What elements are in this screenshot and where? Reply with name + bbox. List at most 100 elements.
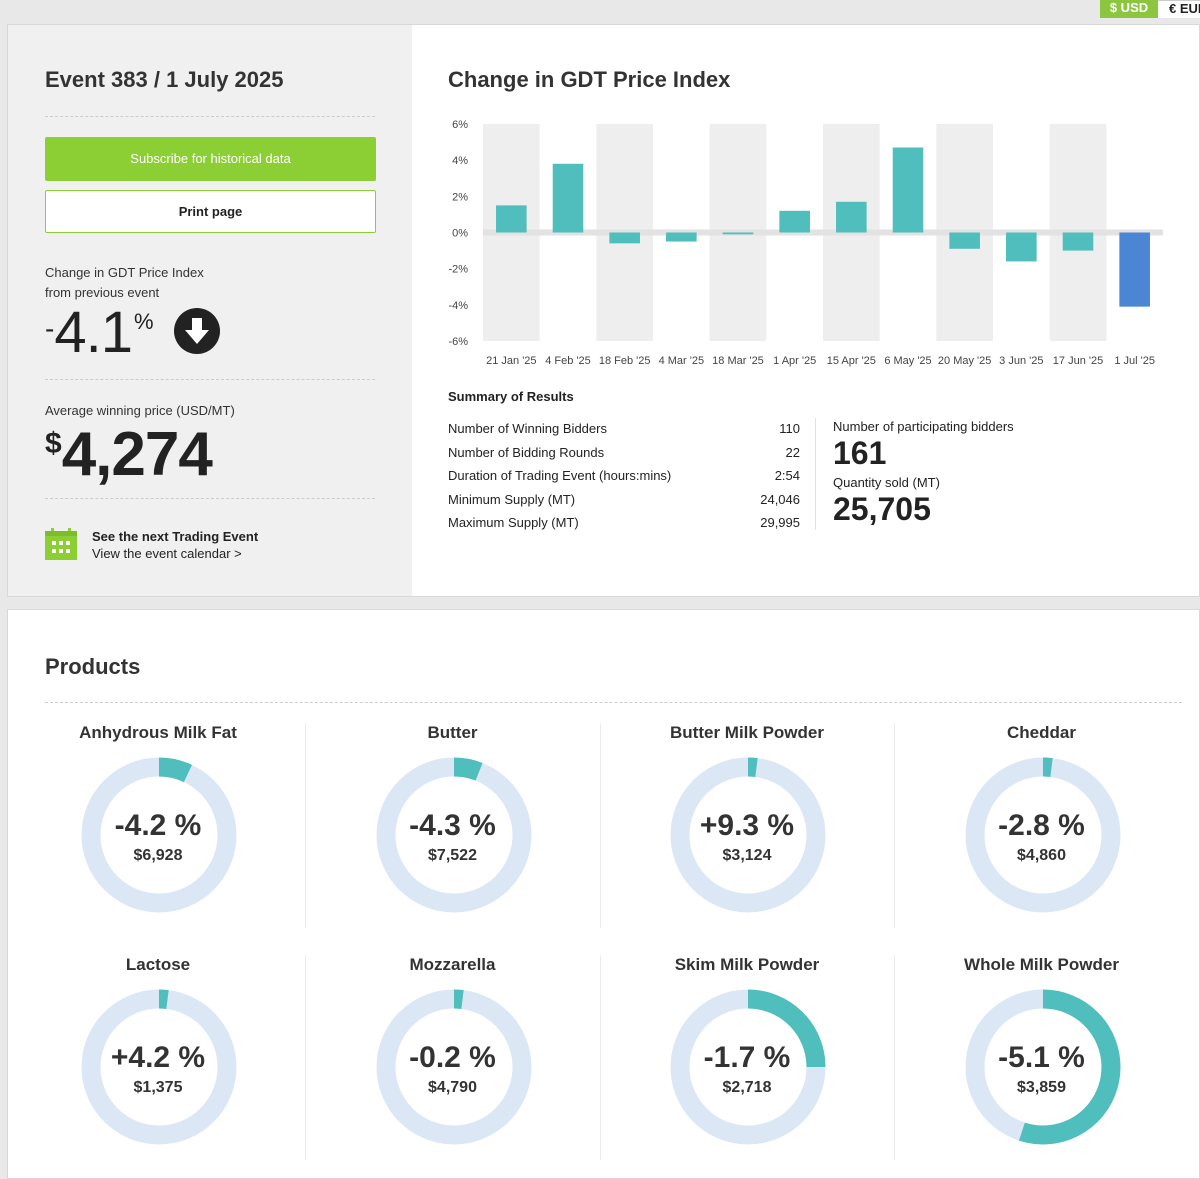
summary-row-value: 24,046 bbox=[760, 491, 800, 507]
currency-eur-button[interactable]: € EUR bbox=[1158, 0, 1200, 18]
index-change-label-line1: Change in GDT Price Index bbox=[45, 265, 204, 280]
product-price: $4,860 bbox=[1017, 847, 1066, 864]
x-tick-label: 4 Feb '25 bbox=[545, 355, 591, 367]
summary-row-value: 110 bbox=[779, 421, 800, 436]
y-tick-label: -2% bbox=[448, 264, 468, 276]
product-name: Skim Milk Powder bbox=[674, 955, 820, 974]
chart-bar[interactable] bbox=[552, 163, 584, 233]
product-change: -4.3 % bbox=[409, 809, 496, 842]
event-title: Event 383 / 1 July 2025 bbox=[45, 67, 284, 92]
product-name: Lactose bbox=[125, 955, 191, 974]
product-name: Whole Milk Powder bbox=[964, 955, 1119, 974]
summary-row: Minimum Supply (MT) 24,046 bbox=[448, 488, 800, 512]
y-tick-label: 0% bbox=[452, 228, 468, 240]
product-donut bbox=[670, 757, 826, 913]
chart-bar[interactable] bbox=[722, 232, 754, 235]
subscribe-button[interactable]: Subscribe for historical data bbox=[45, 137, 376, 181]
product-card[interactable]: Anhydrous Milk Fat -4.2 % $6,928 bbox=[10, 723, 306, 928]
avg-price-value: $ 4,274 bbox=[45, 420, 213, 489]
chart-bar[interactable] bbox=[1006, 232, 1037, 262]
avg-price-number: 4,274 bbox=[61, 420, 213, 489]
product-donut bbox=[670, 989, 826, 1145]
print-page-button[interactable]: Print page bbox=[45, 190, 376, 233]
divider bbox=[45, 702, 1182, 703]
product-price: $4,790 bbox=[428, 1079, 477, 1096]
product-change: -5.1 % bbox=[998, 1041, 1085, 1074]
summary-row-label: Number of Winning Bidders bbox=[448, 421, 607, 436]
product-donut bbox=[81, 989, 237, 1145]
summary-row-value: 29,995 bbox=[760, 515, 800, 530]
product-change: +4.2 % bbox=[110, 1041, 206, 1074]
summary-row-label: Maximum Supply (MT) bbox=[448, 515, 579, 530]
product-donut bbox=[81, 757, 237, 913]
product-price: $7,522 bbox=[428, 847, 477, 864]
chart-bar[interactable] bbox=[609, 232, 640, 244]
x-tick-label: 21 Jan '25 bbox=[486, 355, 536, 367]
divider bbox=[45, 498, 375, 499]
product-donut bbox=[376, 757, 531, 913]
index-change-unit: % bbox=[133, 309, 154, 334]
product-donut bbox=[376, 989, 531, 1145]
chart-bar[interactable] bbox=[496, 205, 527, 233]
summary-row: Duration of Trading Event (hours:mins) 2:… bbox=[448, 464, 800, 488]
donut-arc bbox=[376, 757, 531, 913]
currency-usd-button[interactable]: $ USD bbox=[1100, 0, 1158, 18]
products-panel: Products Anhydrous Milk Fat -4.2 % $6,928 B… bbox=[7, 609, 1200, 1179]
product-card[interactable]: Lactose +4.2 % $1,375 bbox=[10, 955, 306, 1160]
donut-arc bbox=[670, 989, 826, 1145]
currency-switch: $ USD € EUR bbox=[1100, 0, 1200, 18]
chart-bar[interactable] bbox=[892, 147, 924, 233]
y-tick-label: -6% bbox=[448, 336, 468, 348]
product-card[interactable]: Whole Milk Powder -5.1 % $3,859 bbox=[894, 955, 1190, 1160]
summary-row-label: Number of Bidding Rounds bbox=[448, 444, 605, 460]
summary-divider bbox=[815, 418, 816, 530]
index-change-label: Change in GDT Price Index from previous … bbox=[45, 263, 204, 303]
product-card[interactable]: Cheddar -2.8 % $4,860 bbox=[894, 723, 1190, 928]
y-tick-label: 4% bbox=[452, 155, 468, 167]
product-change: -4.2 % bbox=[114, 809, 202, 842]
x-tick-label: 18 Feb '25 bbox=[599, 355, 651, 367]
chart-bar[interactable] bbox=[949, 232, 980, 249]
summary-row-label: Minimum Supply (MT) bbox=[448, 491, 576, 507]
summary-row-label: Duration of Trading Event (hours:mins) bbox=[448, 468, 672, 483]
chart-bar[interactable] bbox=[836, 201, 867, 233]
index-change-label-line2: from previous event bbox=[45, 285, 160, 300]
bidders-value: 161 bbox=[833, 435, 887, 471]
chart-bar[interactable] bbox=[1062, 232, 1094, 251]
product-card[interactable]: Butter -4.3 % $7,522 bbox=[305, 723, 601, 928]
divider bbox=[45, 379, 375, 380]
product-name: Cheddar bbox=[1007, 723, 1076, 742]
product-card[interactable]: Mozzarella -0.2 % $4,790 bbox=[305, 955, 601, 1160]
donut-arc bbox=[965, 757, 1120, 913]
chart-bar[interactable] bbox=[1119, 232, 1150, 307]
product-change: -1.7 % bbox=[703, 1041, 791, 1074]
product-price: $3,124 bbox=[722, 847, 772, 864]
summary-table: Number of Winning Bidders 110 Number of Bi… bbox=[448, 417, 800, 535]
price-index-chart: 6% 4% 2% 0% -2% -4% -6% 21 Jan '25 4 Feb '25 18 F… bbox=[448, 119, 1163, 367]
event-summary-panel: Event 383 / 1 July 2025 Subscribe for hi… bbox=[7, 24, 1200, 597]
summary-title: Summary of Results bbox=[448, 389, 574, 404]
calendar-icon[interactable] bbox=[45, 528, 77, 560]
product-card[interactable]: Butter Milk Powder +9.3 % $3,124 bbox=[599, 723, 895, 928]
event-calendar-link[interactable]: View the event calendar > bbox=[92, 546, 242, 561]
product-name: Anhydrous Milk Fat bbox=[79, 723, 237, 742]
arrow-down-icon bbox=[174, 308, 220, 354]
x-tick-label: 6 May '25 bbox=[884, 355, 931, 367]
chart-bar[interactable] bbox=[779, 210, 810, 233]
avg-price-label: Average winning price (USD/MT) bbox=[45, 403, 235, 418]
index-change-sign: - bbox=[45, 313, 55, 344]
index-change-number: 4.1 bbox=[54, 300, 133, 365]
donut-arc bbox=[81, 989, 237, 1145]
product-change: -0.2 % bbox=[409, 1041, 496, 1074]
bidders-label: Number of participating bidders bbox=[833, 419, 1014, 434]
x-tick-label: 4 Mar '25 bbox=[659, 355, 705, 367]
product-donut bbox=[965, 989, 1120, 1145]
donut-arc bbox=[965, 989, 1120, 1145]
product-card[interactable]: Skim Milk Powder -1.7 % $2,718 bbox=[599, 955, 895, 1160]
products-title: Products bbox=[45, 654, 141, 679]
chart-bar[interactable] bbox=[666, 232, 697, 242]
y-tick-label: 6% bbox=[452, 119, 468, 131]
product-name: Butter bbox=[427, 723, 478, 742]
avg-price-currency: $ bbox=[45, 427, 62, 460]
product-name: Butter Milk Powder bbox=[670, 723, 824, 742]
